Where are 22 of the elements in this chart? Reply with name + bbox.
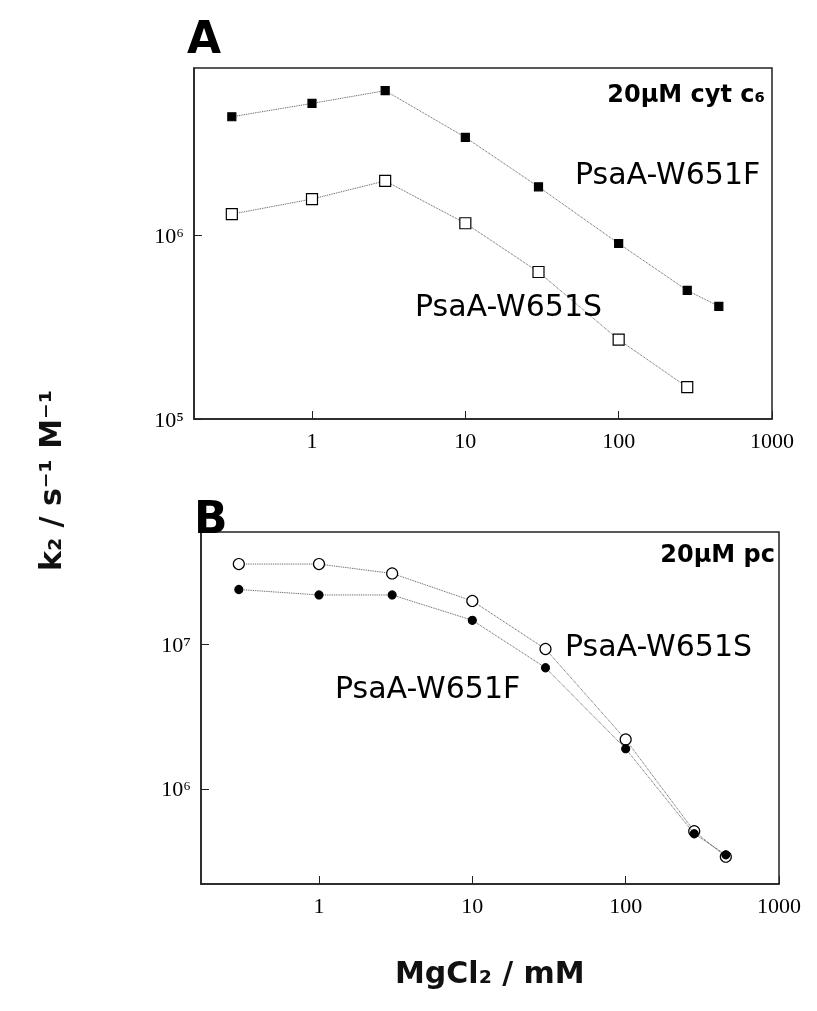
y-tick-label: 10⁷ (161, 631, 191, 657)
x-tick-label: 10 (454, 427, 477, 453)
series-label: PsaA-W651F (575, 155, 761, 191)
chart-title: B (194, 491, 228, 543)
y-axis-title: k₂ / s⁻¹ M⁻¹ (32, 389, 68, 571)
y-tick-label: 10⁶ (161, 776, 191, 802)
y-tick-label: 10⁵ (154, 406, 184, 432)
series-label: PsaA-W651F (335, 669, 521, 705)
chart-title: A (187, 11, 222, 63)
annotation: 20μM cyt c₆ (607, 80, 765, 108)
x-tick-label: 10 (461, 892, 484, 918)
annotation: 20μM pc (660, 540, 775, 568)
series-label: PsaA-W651S (565, 627, 753, 663)
x-tick-label: 1 (306, 427, 318, 453)
y-tick-label: 10⁶ (154, 222, 184, 248)
x-tick-label: 100 (602, 427, 636, 453)
series-label: PsaA-W651S (415, 287, 603, 323)
x-tick-label: 1 (313, 892, 325, 918)
x-tick-label: 1000 (757, 892, 801, 918)
x-tick-label: 100 (609, 892, 643, 918)
x-tick-label: 1000 (750, 427, 794, 453)
x-axis-title: MgCl₂ / mM (395, 955, 585, 990)
